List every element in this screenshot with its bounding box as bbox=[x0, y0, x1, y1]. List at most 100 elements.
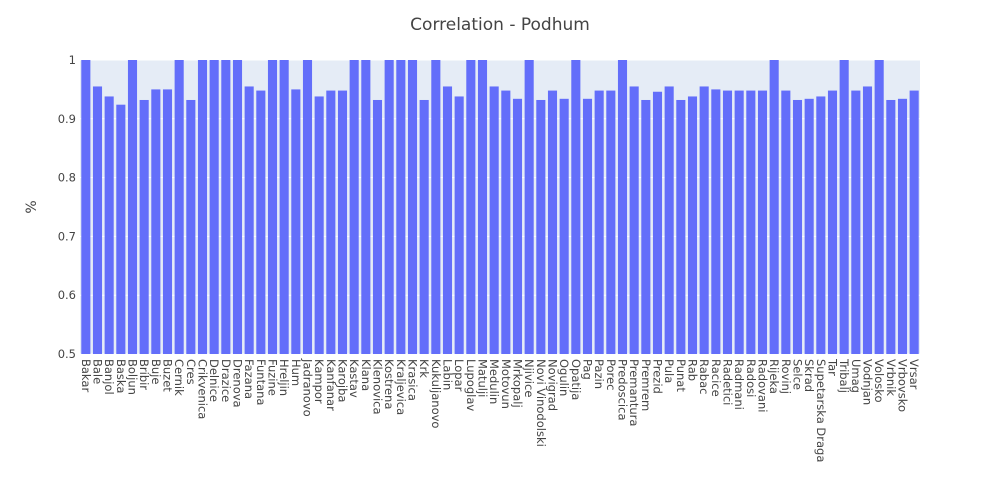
x-tick-label: Tribalj bbox=[837, 358, 851, 393]
bar[interactable] bbox=[617, 60, 628, 354]
bar[interactable] bbox=[711, 89, 721, 355]
x-tick-label: Pula bbox=[662, 359, 676, 383]
bar[interactable] bbox=[699, 86, 709, 355]
bar[interactable] bbox=[256, 90, 266, 355]
bar[interactable] bbox=[174, 60, 184, 354]
bar[interactable] bbox=[372, 99, 383, 354]
bar[interactable] bbox=[279, 60, 289, 354]
bar[interactable] bbox=[652, 91, 663, 354]
bar[interactable] bbox=[664, 86, 674, 355]
x-tick-label: Hreljin bbox=[277, 359, 291, 396]
x-tick-label: Premrem bbox=[639, 359, 653, 411]
bar[interactable] bbox=[197, 60, 208, 354]
bar[interactable] bbox=[676, 99, 686, 354]
bar[interactable] bbox=[874, 60, 884, 354]
bar[interactable] bbox=[489, 86, 499, 355]
x-tick-label: Buje bbox=[149, 359, 163, 384]
bar[interactable] bbox=[162, 89, 173, 355]
x-tick-label: Tar bbox=[826, 358, 840, 376]
bar[interactable] bbox=[897, 98, 908, 354]
chart-title: Correlation - Podhum bbox=[410, 15, 590, 35]
bar[interactable] bbox=[687, 96, 698, 355]
bar[interactable] bbox=[641, 99, 651, 354]
bar[interactable] bbox=[606, 90, 616, 355]
x-tick-label: Vodnjan bbox=[861, 359, 875, 405]
bar[interactable] bbox=[781, 90, 791, 355]
bar[interactable] bbox=[419, 99, 429, 354]
y-axis-label: % bbox=[24, 200, 40, 213]
bar[interactable] bbox=[139, 99, 149, 354]
bar[interactable] bbox=[851, 90, 861, 355]
bar[interactable] bbox=[431, 60, 441, 354]
x-tick-label: Supetarska Draga bbox=[814, 359, 828, 462]
x-tick-label: Pazin bbox=[592, 359, 606, 389]
bar[interactable] bbox=[361, 60, 371, 354]
bar[interactable] bbox=[582, 98, 593, 354]
bar[interactable] bbox=[291, 89, 301, 355]
bar[interactable] bbox=[454, 96, 464, 355]
bar[interactable] bbox=[407, 60, 418, 354]
bar[interactable] bbox=[816, 96, 826, 355]
bar[interactable] bbox=[151, 89, 161, 355]
bar[interactable] bbox=[127, 60, 138, 354]
bar[interactable] bbox=[629, 86, 639, 355]
x-tick-label: Premantura bbox=[627, 359, 641, 426]
bar[interactable] bbox=[886, 99, 896, 354]
y-tick-label: 0.7 bbox=[58, 229, 76, 243]
bar[interactable] bbox=[839, 60, 849, 354]
x-tick-label: Cres bbox=[184, 359, 198, 385]
x-tick-label: Bribir bbox=[137, 359, 151, 390]
x-tick-label: Baska bbox=[114, 359, 128, 393]
bar[interactable] bbox=[396, 60, 406, 354]
bar[interactable] bbox=[804, 98, 814, 354]
x-tick-label: Rab bbox=[686, 359, 700, 381]
bar[interactable] bbox=[547, 90, 558, 355]
x-tick-label: Karojba bbox=[336, 359, 350, 402]
x-tick-label: Kukuljanovo bbox=[429, 359, 443, 428]
bar[interactable] bbox=[81, 60, 91, 354]
x-tick-label: Hum bbox=[289, 359, 303, 386]
x-tick-label: Vrbovsko bbox=[896, 359, 910, 412]
x-tick-label: Vrbnik bbox=[884, 359, 898, 396]
bar[interactable] bbox=[477, 60, 488, 354]
bar[interactable] bbox=[571, 60, 581, 354]
bar[interactable] bbox=[746, 90, 756, 355]
bar[interactable] bbox=[769, 60, 779, 354]
bar[interactable] bbox=[827, 90, 838, 355]
bar[interactable] bbox=[302, 60, 313, 354]
bar[interactable] bbox=[92, 86, 103, 355]
bar[interactable] bbox=[267, 60, 278, 354]
x-tick-label: Boljun bbox=[126, 359, 140, 395]
bar[interactable] bbox=[512, 98, 523, 354]
bar[interactable] bbox=[442, 86, 453, 355]
bar[interactable] bbox=[909, 90, 919, 355]
bar[interactable] bbox=[501, 90, 511, 355]
bar[interactable] bbox=[594, 90, 604, 355]
bar[interactable] bbox=[186, 99, 196, 354]
bar[interactable] bbox=[326, 90, 336, 355]
bar[interactable] bbox=[384, 60, 394, 354]
bar[interactable] bbox=[209, 60, 219, 354]
bar[interactable] bbox=[466, 60, 476, 354]
plot-background bbox=[80, 60, 920, 354]
x-tick-label: Lupoglav bbox=[464, 359, 478, 411]
bar[interactable] bbox=[792, 99, 803, 354]
bar[interactable] bbox=[862, 86, 873, 355]
bar[interactable] bbox=[104, 96, 114, 355]
bar[interactable] bbox=[349, 60, 359, 354]
bar[interactable] bbox=[757, 90, 768, 355]
bar[interactable] bbox=[722, 90, 733, 355]
x-tick-label: Novigrad bbox=[546, 359, 560, 411]
bar[interactable] bbox=[232, 60, 243, 354]
x-tick-label: Rabac bbox=[697, 359, 711, 394]
bar[interactable] bbox=[337, 90, 348, 355]
bar[interactable] bbox=[221, 60, 231, 354]
bar[interactable] bbox=[314, 96, 324, 355]
bar[interactable] bbox=[116, 104, 126, 354]
bar[interactable] bbox=[734, 90, 744, 355]
bar[interactable] bbox=[559, 98, 569, 354]
bar[interactable] bbox=[244, 86, 254, 355]
bar[interactable] bbox=[524, 60, 534, 354]
x-tick-label: Banjol bbox=[102, 359, 116, 395]
bar[interactable] bbox=[536, 99, 546, 354]
